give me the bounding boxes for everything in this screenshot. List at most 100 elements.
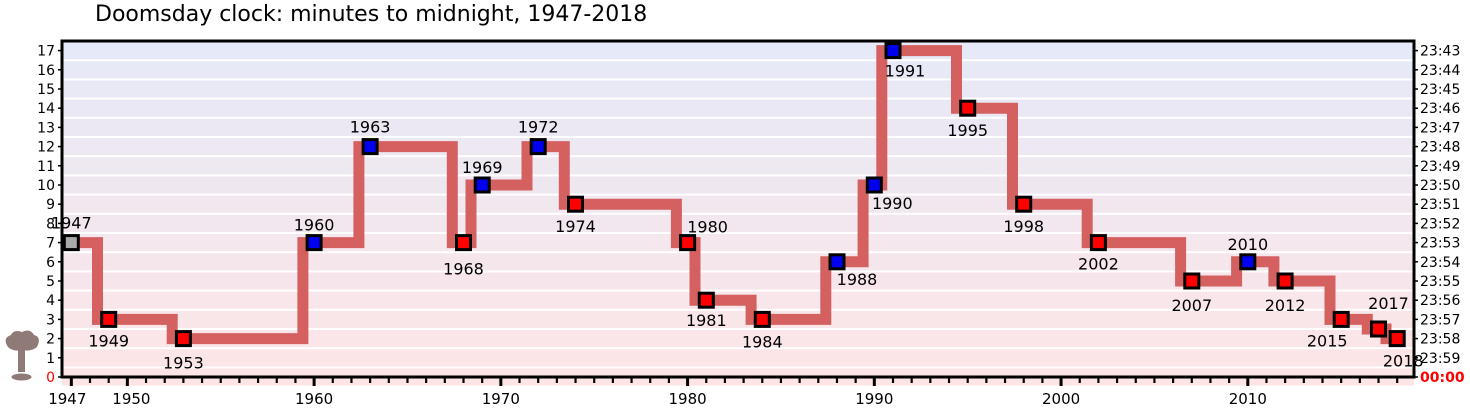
marker-1949 — [100, 310, 118, 328]
y-left-tick-label: 14 — [37, 101, 55, 117]
grid-band — [62, 61, 1414, 79]
marker-1960 — [305, 234, 323, 252]
marker-1990 — [865, 176, 883, 194]
y-right-tick-label: 23:56 — [1420, 293, 1460, 309]
marker-2010 — [1239, 253, 1257, 271]
x-tick-label: 1947 — [48, 390, 86, 408]
y-left-tick-label: 0 — [46, 370, 55, 386]
y-left-tick-label: 3 — [46, 312, 55, 328]
point-label-1981: 1981 — [686, 311, 727, 330]
point-label-2010: 2010 — [1227, 235, 1268, 254]
x-tick-label: 2010 — [1229, 390, 1267, 408]
grid-band — [62, 138, 1414, 156]
chart-title: Doomsday clock: minutes to midnight, 194… — [95, 2, 647, 27]
marker-1980 — [679, 234, 697, 252]
x-tick-label: 1970 — [482, 390, 520, 408]
point-label-1990: 1990 — [872, 194, 913, 213]
point-label-1995: 1995 — [947, 121, 988, 140]
x-tick-label: 1950 — [112, 390, 150, 408]
plot-frame — [60, 39, 1416, 379]
y-left-tick-label: 10 — [37, 178, 55, 194]
grid-band — [62, 234, 1414, 252]
y-right-tick-label: 23:48 — [1420, 140, 1460, 156]
marker-1991 — [884, 42, 902, 60]
grid-band — [62, 157, 1414, 175]
marker-1972 — [529, 138, 547, 156]
mushroom-cloud-icon — [5, 330, 39, 381]
point-label-1998: 1998 — [1003, 217, 1044, 236]
y-right-tick-label: 23:57 — [1420, 312, 1460, 328]
y-left-tick-label: 9 — [46, 197, 55, 213]
x-tick-label: 1980 — [669, 390, 707, 408]
point-label-1953: 1953 — [163, 354, 204, 373]
marker-1981 — [697, 291, 715, 309]
point-label-1969: 1969 — [462, 158, 503, 177]
y-left-tick-label: 7 — [46, 236, 55, 252]
grid-band — [62, 253, 1414, 271]
marker-1995 — [959, 99, 977, 117]
y-left-tick-label: 8 — [46, 216, 55, 232]
point-label-1949: 1949 — [88, 331, 129, 350]
y-right-tick-label: 23:58 — [1420, 332, 1460, 348]
grid-band — [62, 195, 1414, 213]
marker-1969 — [473, 176, 491, 194]
y-right-tick-label: 23:52 — [1420, 216, 1460, 232]
y-left-tick-label: 16 — [37, 63, 55, 79]
point-label-1988: 1988 — [837, 270, 878, 289]
grid-band — [62, 349, 1414, 367]
y-left-tick-label: 6 — [46, 255, 55, 271]
marker-1953 — [174, 330, 192, 348]
grid-band — [62, 80, 1414, 98]
y-left-tick-label: 4 — [46, 293, 55, 309]
marker-1984 — [753, 310, 771, 328]
point-label-1960: 1960 — [294, 216, 335, 235]
y-right-tick-label: 23:43 — [1420, 44, 1460, 60]
y-right-tick-label: 23:44 — [1420, 63, 1460, 79]
marker-2017 — [1370, 320, 1387, 338]
y-right-tick-label: 23:46 — [1420, 101, 1460, 117]
point-label-1947: 1947 — [51, 214, 92, 233]
point-label-2002: 2002 — [1078, 255, 1119, 274]
y-right-tick-label: 23:55 — [1420, 274, 1460, 290]
marker-1988 — [828, 253, 846, 271]
point-label-1963: 1963 — [350, 118, 391, 137]
y-right-tick-label: 23:53 — [1420, 236, 1460, 252]
x-tick-label: 1960 — [295, 390, 333, 408]
y-left-tick-label: 2 — [46, 332, 55, 348]
y-right-tick-label: 23:47 — [1420, 120, 1460, 136]
grid-band — [62, 176, 1414, 194]
point-label-1991: 1991 — [885, 62, 926, 81]
point-label-2018: 2018 — [1383, 352, 1424, 371]
grid-band — [62, 272, 1414, 290]
point-label-2017: 2017 — [1368, 294, 1409, 313]
marker-2018 — [1388, 330, 1406, 348]
x-tick-label: 1990 — [855, 390, 893, 408]
grid-band — [62, 42, 1414, 60]
y-left-tick-label: 1 — [46, 351, 55, 367]
marker-2007 — [1183, 272, 1201, 290]
y-left-tick-label: 15 — [37, 82, 55, 98]
marker-1947 — [62, 234, 80, 252]
marker-1968 — [455, 234, 472, 252]
y-right-tick-label: 23:54 — [1420, 255, 1460, 271]
point-label-1984: 1984 — [742, 332, 783, 351]
grid-band — [62, 214, 1414, 232]
grid-band — [62, 330, 1414, 348]
y-right-tick-label: 00:00 — [1420, 370, 1465, 386]
y-right-tick-label: 23:59 — [1420, 351, 1460, 367]
y-right-tick-label: 23:45 — [1420, 82, 1460, 98]
y-left-tick-label: 13 — [37, 120, 55, 136]
y-right-tick-label: 23:50 — [1420, 178, 1460, 194]
point-label-1974: 1974 — [555, 217, 596, 236]
point-label-1972: 1972 — [518, 118, 559, 137]
marker-1974 — [567, 195, 584, 213]
y-left-tick-label: 17 — [37, 44, 55, 60]
y-right-tick-label: 23:49 — [1420, 159, 1460, 175]
x-tick-label: 2000 — [1042, 390, 1080, 408]
point-label-2012: 2012 — [1265, 296, 1306, 315]
marker-2002 — [1089, 234, 1107, 252]
y-left-tick-label: 5 — [46, 274, 55, 290]
point-label-1980: 1980 — [687, 218, 728, 237]
